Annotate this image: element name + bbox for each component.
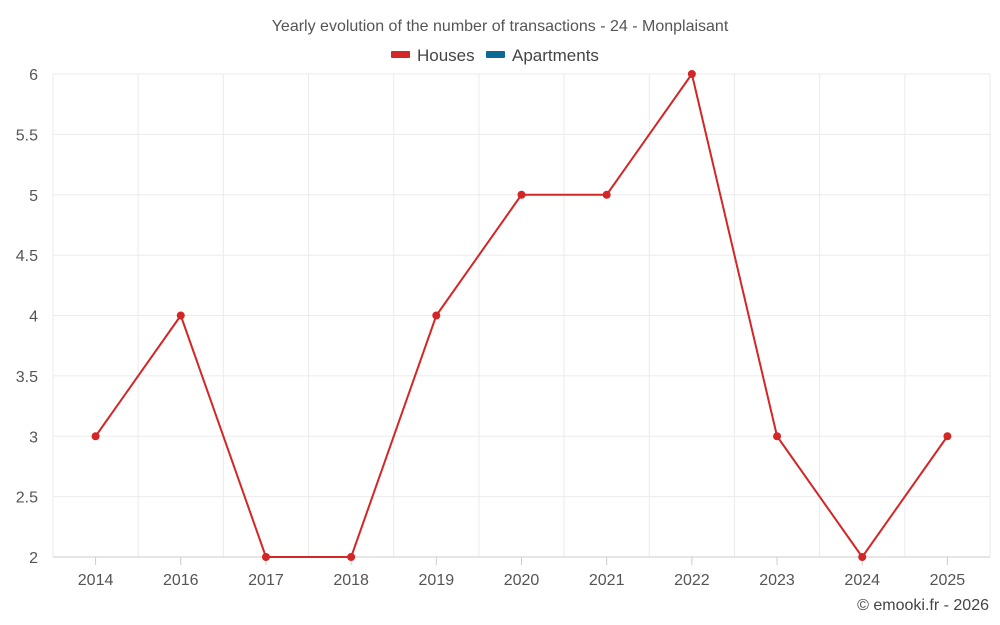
x-tick-label: 2021 [589,572,625,589]
data-point-houses[interactable] [773,432,782,441]
series-layer [91,70,952,561]
legend-swatch-houses [391,51,410,58]
y-axis: 2 2.5 3 3.5 4 4.5 5 5.5 6 [16,67,38,567]
legend: Houses Apartments [391,46,599,65]
y-tick-label: 2 [29,550,38,567]
x-tick-label: 2022 [674,572,710,589]
y-tick-label: 5 [29,188,38,205]
data-point-houses[interactable] [943,432,952,441]
x-tick-label: 2014 [78,572,114,589]
credit-text: © emooki.fr - 2026 [857,597,989,614]
x-tick-label: 2017 [248,572,284,589]
data-point-houses[interactable] [432,311,441,320]
data-point-houses[interactable] [858,553,867,561]
x-axis: 2014 2016 2017 2018 2019 2020 2021 2022 2023 2024… [53,556,990,589]
y-tick-label: 6 [29,67,38,84]
legend-label-apartments: Apartments [512,46,599,65]
x-tick-label: 2019 [419,572,455,589]
y-tick-label: 5.5 [16,127,38,144]
data-point-houses[interactable] [176,311,185,320]
data-point-houses[interactable] [347,553,356,561]
y-tick-label: 4 [29,309,38,326]
data-point-houses[interactable] [91,432,100,441]
x-tick-label: 2018 [333,572,369,589]
legend-swatch-apartments [486,51,505,58]
y-tick-label: 4.5 [16,248,38,265]
x-tick-label: 2024 [844,572,880,589]
legend-label-houses: Houses [417,46,475,65]
x-tick-label: 2016 [163,572,199,589]
y-tick-label: 2.5 [16,490,38,507]
chart-title: Yearly evolution of the number of transa… [272,18,729,35]
x-tick-label: 2020 [504,572,540,589]
legend-item-houses[interactable]: Houses [391,46,475,65]
x-tick-label: 2023 [759,572,795,589]
gridlines [52,73,991,558]
data-point-houses[interactable] [687,70,696,78]
x-tick-label: 2025 [930,572,966,589]
data-point-houses[interactable] [602,190,611,199]
data-point-houses[interactable] [261,553,270,561]
legend-item-apartments[interactable]: Apartments [486,46,599,65]
data-point-houses[interactable] [517,190,526,199]
y-tick-label: 3 [29,429,38,446]
y-tick-label: 3.5 [16,369,38,386]
